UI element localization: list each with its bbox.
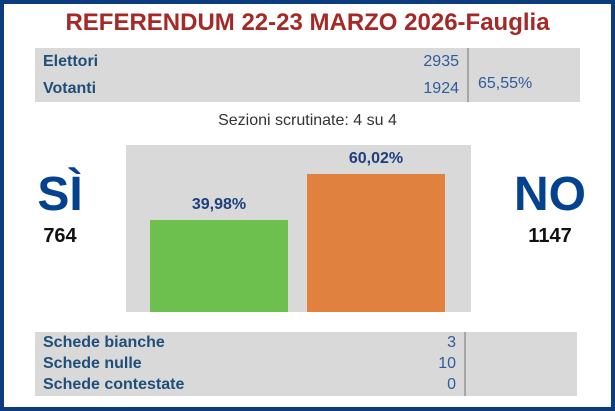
no-bar <box>307 174 445 312</box>
yes-votes-count: 764 <box>43 224 77 247</box>
yes-result-block: SÌ 764 <box>12 168 108 248</box>
schede-contestate-label: Schede contestate <box>43 376 185 394</box>
turnout-table-main-column: Elettori 2935 Votanti 1924 <box>35 48 467 102</box>
votanti-value: 1924 <box>423 79 459 97</box>
turnout-table-percent-column: 65,55% <box>467 48 580 102</box>
no-label: NO <box>514 168 586 221</box>
sections-counted-status: Sezioni scrutinate: 4 su 4 <box>218 112 397 129</box>
table-row-schede-bianche: Schede bianche 3 <box>35 334 464 352</box>
results-bar-chart: 39,98% 60,02% <box>126 145 471 312</box>
yes-bar <box>150 220 288 312</box>
yes-bar-slot: 39,98% <box>150 145 288 312</box>
schede-contestate-value: 0 <box>447 376 456 394</box>
elettori-label: Elettori <box>43 52 99 70</box>
schede-bianche-label: Schede bianche <box>43 333 165 351</box>
yes-percent-label: 39,98% <box>191 196 247 213</box>
votanti-percent: 65,55% <box>478 75 533 92</box>
table-row-votanti: Votanti 1924 <box>35 80 467 98</box>
page-title: REFERENDUM 22-23 MARZO 2026-Fauglia <box>65 9 550 36</box>
no-result-block: NO 1147 <box>498 168 602 248</box>
schede-nulle-label: Schede nulle <box>43 354 142 372</box>
schede-nulle-value: 10 <box>438 354 456 372</box>
no-percent-label: 60,02% <box>348 150 404 167</box>
elettori-value: 2935 <box>423 52 459 70</box>
ballots-table-percent-column <box>464 332 577 396</box>
votanti-label: Votanti <box>43 79 97 97</box>
table-row-schede-contestate: Schede contestate 0 <box>35 376 464 394</box>
no-votes-count: 1147 <box>528 224 572 247</box>
table-row-elettori: Elettori 2935 <box>35 53 467 71</box>
ballots-table: Schede bianche 3 Schede nulle 10 Schede … <box>35 332 577 396</box>
ballots-table-main-column: Schede bianche 3 Schede nulle 10 Schede … <box>35 332 464 396</box>
yes-label: SÌ <box>37 168 83 221</box>
table-row-schede-nulle: Schede nulle 10 <box>35 355 464 373</box>
turnout-table: Elettori 2935 Votanti 1924 65,55% <box>35 48 580 102</box>
schede-bianche-value: 3 <box>447 333 456 351</box>
no-bar-slot: 60,02% <box>307 145 445 312</box>
